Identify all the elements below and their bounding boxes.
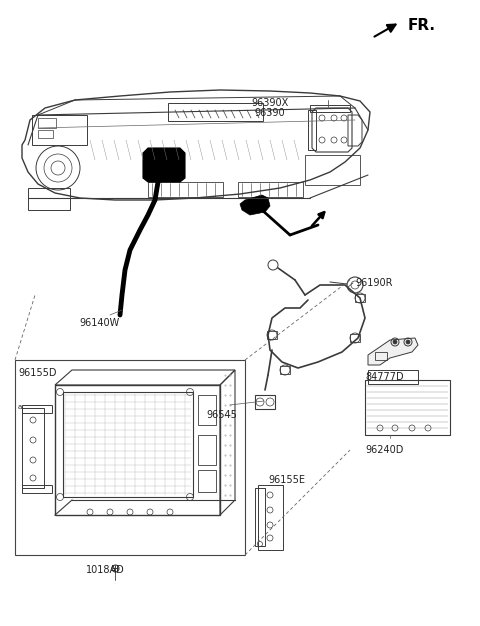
Polygon shape [143,148,185,182]
Text: 96545: 96545 [206,410,238,420]
Polygon shape [240,195,270,215]
Polygon shape [368,338,418,365]
Bar [375,352,387,360]
Circle shape [393,340,397,344]
Text: 96240D: 96240D [365,445,403,455]
Text: 96155E: 96155E [268,475,305,485]
Bar [22,405,52,413]
Bar [15,360,245,555]
Bar [267,331,277,339]
Bar [198,395,216,425]
Text: FR.: FR. [408,18,436,33]
Bar [238,182,303,197]
Bar [198,435,216,465]
Text: 84777D: 84777D [365,372,404,382]
Text: 96155D: 96155D [18,368,57,378]
Text: 1018AD: 1018AD [85,565,124,575]
Bar [38,130,53,138]
Bar [365,380,450,435]
Text: a: a [18,404,22,410]
Circle shape [406,340,410,344]
Bar [22,485,52,493]
Bar [198,470,216,492]
Bar [32,115,87,145]
Text: 96390X: 96390X [252,98,288,108]
Bar [168,103,263,121]
Bar [255,488,265,546]
Bar [368,370,418,384]
Bar [280,366,290,374]
Bar [255,395,275,409]
Bar [305,155,360,185]
Bar [55,385,220,515]
Bar [22,408,44,488]
Text: 96190R: 96190R [355,278,393,288]
Bar [350,334,360,342]
Text: 96140W: 96140W [80,318,120,328]
Bar [355,294,365,302]
Bar [258,485,283,550]
Bar [28,188,70,210]
Text: 96390: 96390 [255,108,285,118]
Bar [148,182,223,197]
Bar [38,118,56,128]
Circle shape [268,260,278,270]
Bar [63,392,193,497]
